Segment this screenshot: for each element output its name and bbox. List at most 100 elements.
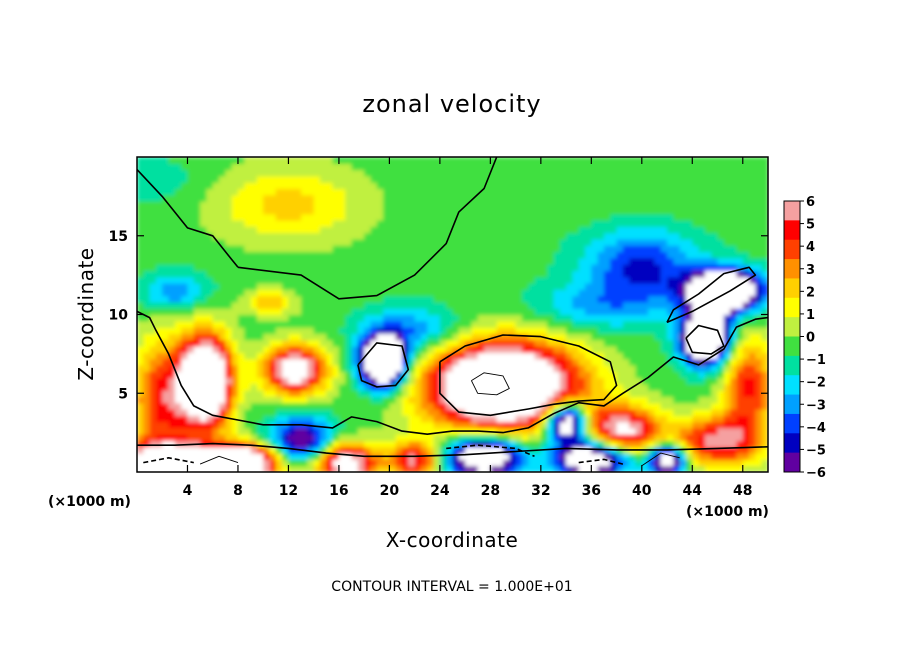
heatmap-cell bbox=[351, 427, 359, 435]
heatmap-cell bbox=[591, 207, 599, 215]
heatmap-cell bbox=[181, 295, 189, 303]
heatmap-cell bbox=[591, 270, 599, 278]
heatmap-cell bbox=[749, 194, 756, 202]
heatmap-cell bbox=[521, 364, 529, 372]
heatmap-cell bbox=[231, 188, 239, 196]
heatmap-cell bbox=[622, 289, 630, 297]
heatmap-cell bbox=[477, 339, 485, 347]
heatmap-cell bbox=[237, 440, 245, 448]
heatmap-cell bbox=[452, 194, 460, 202]
heatmap-cell bbox=[143, 346, 151, 353]
heatmap-cell bbox=[149, 289, 157, 297]
heatmap-cell bbox=[685, 238, 693, 246]
heatmap-cell bbox=[755, 377, 763, 385]
heatmap-cell bbox=[458, 390, 466, 397]
heatmap-cell bbox=[332, 264, 340, 271]
heatmap-cell bbox=[427, 213, 435, 221]
heatmap-cell bbox=[250, 201, 258, 208]
heatmap-cell bbox=[597, 251, 605, 259]
heatmap-cell bbox=[597, 283, 605, 290]
heatmap-cell bbox=[723, 459, 731, 467]
heatmap-cell bbox=[660, 390, 668, 397]
heatmap-cell bbox=[673, 251, 681, 259]
heatmap-cell bbox=[704, 396, 712, 404]
heatmap-cell bbox=[654, 402, 662, 410]
heatmap-cell bbox=[225, 358, 233, 366]
heatmap-cell bbox=[275, 283, 283, 290]
heatmap-cell bbox=[263, 440, 271, 448]
heatmap-cell bbox=[502, 352, 510, 360]
heatmap-cell bbox=[282, 283, 290, 290]
heatmap-cell bbox=[648, 327, 656, 334]
heatmap-cell bbox=[566, 352, 573, 360]
heatmap-cell bbox=[206, 220, 214, 227]
heatmap-cell bbox=[484, 232, 491, 240]
heatmap-cell bbox=[749, 377, 756, 385]
heatmap-cell bbox=[402, 264, 409, 271]
heatmap-cell bbox=[269, 339, 277, 347]
heatmap-cell bbox=[446, 163, 454, 171]
heatmap-cell bbox=[446, 327, 454, 334]
heatmap-cell bbox=[742, 409, 750, 416]
heatmap-cell bbox=[326, 220, 334, 227]
heatmap-cell bbox=[263, 232, 271, 240]
heatmap-cell bbox=[332, 465, 340, 472]
heatmap-cell bbox=[206, 283, 214, 290]
heatmap-cell bbox=[616, 270, 624, 278]
heatmap-cell bbox=[755, 308, 763, 316]
heatmap-cell bbox=[515, 314, 523, 322]
heatmap-cell bbox=[477, 440, 485, 448]
heatmap-cell bbox=[294, 276, 302, 284]
heatmap-cell bbox=[256, 201, 264, 208]
heatmap-cell bbox=[414, 289, 422, 297]
heatmap-cell bbox=[566, 201, 573, 208]
heatmap-cell bbox=[603, 264, 611, 271]
heatmap-cell bbox=[667, 465, 674, 472]
heatmap-cell bbox=[212, 295, 220, 303]
heatmap-cell bbox=[761, 251, 768, 259]
heatmap-cell bbox=[528, 245, 536, 253]
heatmap-cell bbox=[648, 415, 656, 423]
heatmap-cell bbox=[692, 453, 700, 460]
heatmap-cell bbox=[660, 427, 668, 435]
heatmap-cell bbox=[540, 440, 548, 448]
heatmap-cell bbox=[648, 409, 656, 416]
heatmap-cell bbox=[490, 188, 498, 196]
heatmap-cell bbox=[547, 453, 555, 460]
heatmap-cell bbox=[181, 238, 189, 246]
heatmap-cell bbox=[559, 402, 567, 410]
heatmap-cell bbox=[187, 207, 195, 215]
heatmap-cell bbox=[427, 308, 435, 316]
heatmap-cell bbox=[502, 346, 510, 353]
heatmap-cell bbox=[477, 289, 485, 297]
heatmap-cell bbox=[540, 295, 548, 303]
heatmap-cell bbox=[181, 339, 189, 347]
heatmap-cell bbox=[679, 314, 687, 322]
heatmap-cell bbox=[288, 188, 296, 196]
heatmap-cell bbox=[332, 257, 340, 265]
heatmap-cell bbox=[402, 194, 409, 202]
heatmap-cell bbox=[357, 169, 365, 177]
heatmap-cell bbox=[515, 320, 523, 328]
heatmap-cell bbox=[269, 295, 277, 303]
heatmap-cell bbox=[256, 175, 264, 183]
heatmap-cell bbox=[338, 264, 346, 271]
heatmap-cell bbox=[755, 421, 763, 429]
heatmap-cell bbox=[275, 383, 283, 391]
heatmap-cell bbox=[174, 352, 182, 360]
heatmap-cell bbox=[256, 264, 264, 271]
heatmap-cell bbox=[319, 201, 327, 208]
heatmap-cell bbox=[420, 276, 428, 284]
heatmap-cell bbox=[622, 283, 630, 290]
heatmap-cell bbox=[717, 465, 725, 472]
heatmap-cell bbox=[749, 276, 756, 284]
heatmap-cell bbox=[736, 333, 744, 341]
heatmap-cell bbox=[585, 371, 592, 379]
heatmap-cell bbox=[502, 157, 510, 164]
heatmap-cell bbox=[402, 251, 409, 259]
heatmap-cell bbox=[471, 264, 479, 271]
heatmap-cell bbox=[458, 257, 466, 265]
heatmap-cell bbox=[200, 251, 208, 259]
heatmap-cell bbox=[395, 169, 403, 177]
heatmap-cell bbox=[301, 320, 308, 328]
